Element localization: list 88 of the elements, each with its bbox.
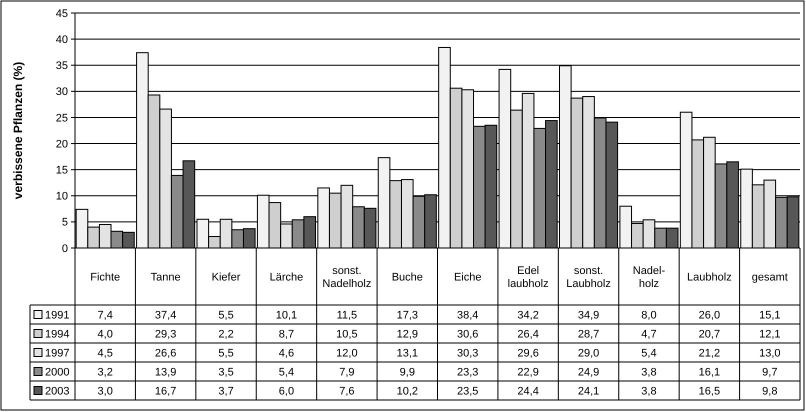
- data-label: 13,0: [759, 347, 781, 360]
- data-label: 4,6: [278, 347, 294, 360]
- y-tick-label: 0: [62, 242, 68, 255]
- data-label: 6,0: [278, 385, 294, 398]
- data-label: 26,0: [698, 309, 720, 322]
- legend-label: 1997: [45, 347, 70, 360]
- data-label: 9,7: [762, 366, 778, 378]
- data-label: 7,4: [98, 309, 113, 322]
- data-label: 5,5: [218, 347, 234, 360]
- data-label: 23,5: [456, 385, 478, 398]
- data-label: 24,1: [578, 385, 600, 398]
- data-label: 12,0: [336, 347, 358, 360]
- data-label: 2,2: [218, 328, 234, 340]
- data-label: 10,1: [276, 309, 298, 322]
- y-tick-label: 15: [56, 164, 68, 177]
- x-tick-label: Fichte: [90, 271, 120, 284]
- data-label: 11,5: [336, 309, 358, 322]
- data-label: 29,3: [154, 328, 176, 340]
- data-label: 26,6: [154, 347, 176, 360]
- y-tick-label: 5: [62, 216, 68, 229]
- x-tick-label: Buche: [392, 271, 423, 284]
- data-label: 13,9: [154, 366, 176, 378]
- data-label: 16,5: [698, 385, 720, 398]
- y-tick-label: 30: [56, 86, 68, 98]
- data-label: 22,9: [517, 366, 539, 378]
- data-label: 16,7: [154, 385, 176, 398]
- data-label: 5,5: [218, 309, 234, 322]
- data-label: 29,0: [578, 347, 600, 360]
- data-label: 28,7: [578, 328, 600, 340]
- y-tick-label: 40: [56, 34, 68, 46]
- data-label: 3,0: [98, 385, 113, 398]
- x-tick-label: Nadel-holz: [632, 264, 666, 290]
- legend-label: 1991: [45, 309, 70, 322]
- data-label: 12,9: [396, 328, 418, 340]
- data-label: 7,9: [339, 366, 355, 378]
- x-tick-label: Tanne: [150, 271, 181, 284]
- x-tick-label: sonst. Laubholz: [566, 264, 611, 290]
- data-label: 38,4: [456, 309, 478, 322]
- data-label: 3,5: [218, 366, 234, 378]
- data-label: 3,8: [641, 385, 657, 398]
- data-label: 16,1: [698, 366, 720, 378]
- data-label: 12,1: [759, 328, 781, 340]
- data-label: 13,1: [396, 347, 418, 360]
- legend-label: 2000: [45, 366, 70, 378]
- x-tick-label: gesamt: [752, 271, 788, 284]
- data-label: 21,2: [698, 347, 720, 360]
- data-label: 34,2: [517, 309, 539, 322]
- y-tick-label: 35: [56, 60, 68, 72]
- data-label: 30,3: [456, 347, 478, 360]
- data-label: 9,8: [762, 385, 778, 398]
- data-label: 17,3: [396, 309, 418, 322]
- x-tick-label: Laubholz: [687, 271, 732, 284]
- data-label: 34,9: [578, 309, 600, 322]
- data-label: 3,8: [641, 366, 657, 378]
- y-tick-label: 20: [56, 138, 68, 150]
- legend-label: 1994: [45, 328, 70, 340]
- data-label: 4,0: [98, 328, 113, 340]
- data-label: 4,5: [98, 347, 113, 360]
- data-label: 37,4: [154, 309, 176, 322]
- data-label: 4,7: [641, 328, 657, 340]
- y-tick-label: 25: [56, 112, 68, 124]
- data-label: 3,7: [218, 385, 234, 398]
- y-tick-label: 45: [56, 8, 68, 20]
- data-label: 23,3: [456, 366, 478, 378]
- data-label: 5,4: [641, 347, 657, 360]
- y-tick-label: 10: [56, 190, 68, 203]
- x-tick-label: sonst. Nadelholz: [322, 264, 372, 290]
- data-label: 26,4: [517, 328, 539, 340]
- x-tick-label: Eiche: [454, 271, 482, 284]
- data-label: 20,7: [698, 328, 720, 340]
- data-label: 29,6: [517, 347, 539, 360]
- data-label: 9,9: [400, 366, 415, 378]
- data-label: 7,6: [339, 385, 355, 398]
- legend-label: 2003: [45, 385, 70, 398]
- data-label: 8,7: [278, 328, 294, 340]
- data-label: 15,1: [759, 309, 781, 322]
- data-label: 8,0: [641, 309, 657, 322]
- x-tick-label: Kiefer: [212, 271, 241, 284]
- data-label: 10,5: [336, 328, 358, 340]
- y-axis-title: verbissene Pflanzen (%): [11, 62, 25, 200]
- x-tick-label: Lärche: [270, 271, 304, 284]
- data-label: 10,2: [396, 385, 418, 398]
- data-label: 24,9: [578, 366, 600, 378]
- data-label: 3,2: [98, 366, 113, 378]
- x-tick-label: Edel laubholz: [508, 264, 549, 290]
- data-label: 24,4: [517, 385, 539, 398]
- data-label: 5,4: [278, 366, 294, 378]
- data-label: 30,6: [456, 328, 478, 340]
